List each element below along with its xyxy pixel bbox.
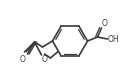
Text: O: O: [42, 55, 48, 63]
Text: O: O: [102, 19, 108, 27]
Text: OH: OH: [108, 35, 120, 43]
Text: O: O: [20, 55, 26, 64]
